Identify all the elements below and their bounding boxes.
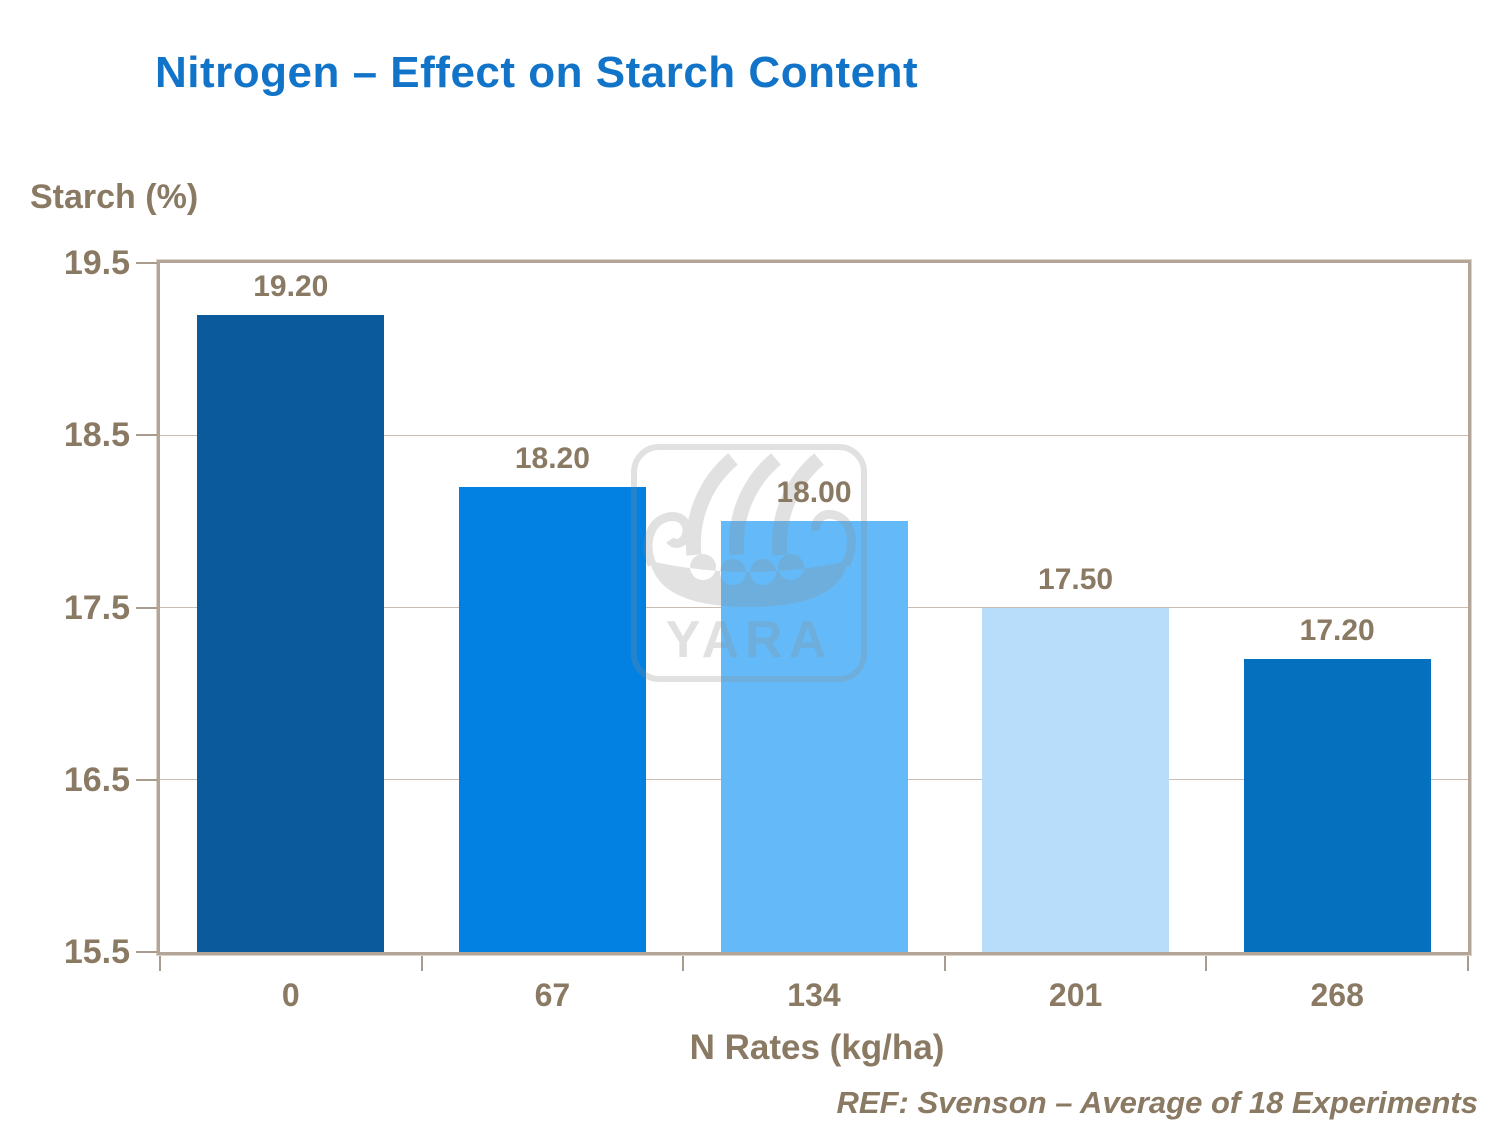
x-tick-mark bbox=[1467, 956, 1469, 971]
y-tick-mark bbox=[136, 606, 157, 609]
y-tick-label: 15.5 bbox=[63, 933, 130, 971]
x-tick-mark bbox=[682, 956, 685, 971]
plot-area: 19.20 18.20 18.00 17.50 17.20 bbox=[157, 260, 1471, 955]
bar bbox=[197, 314, 385, 952]
bar bbox=[458, 486, 646, 952]
x-category-label: 134 bbox=[787, 977, 841, 1013]
bar-value-label: 18.00 bbox=[776, 476, 852, 510]
x-axis-title: N Rates (kg/ha) bbox=[689, 1028, 945, 1067]
x-category-label: 67 bbox=[534, 977, 571, 1013]
bar-value-label: 19.20 bbox=[253, 269, 329, 303]
x-category-label: 201 bbox=[1048, 977, 1103, 1013]
viking-ship-hull-icon bbox=[650, 554, 848, 607]
gridline bbox=[160, 434, 1468, 436]
ship-dragon-head-icon bbox=[811, 509, 856, 567]
y-tick-label: 16.5 bbox=[63, 760, 130, 799]
chart-title: Nitrogen – Effect on Starch Content bbox=[155, 48, 919, 97]
bar-value-label: 17.20 bbox=[1299, 614, 1375, 648]
y-tick-mark bbox=[136, 262, 157, 264]
y-tick-mark bbox=[136, 951, 157, 953]
bar-value-label: 18.20 bbox=[514, 441, 590, 475]
yara-logo-watermark: YARA bbox=[631, 444, 867, 682]
x-category-label: 0 bbox=[281, 977, 300, 1013]
x-category-label: 268 bbox=[1310, 977, 1364, 1013]
bar bbox=[720, 521, 908, 952]
ship-prow-spiral-icon bbox=[643, 512, 692, 567]
x-tick-mark bbox=[159, 956, 161, 971]
watermark-text: YARA bbox=[666, 611, 833, 669]
x-tick-mark bbox=[420, 956, 423, 971]
bar bbox=[1243, 659, 1431, 952]
bar bbox=[982, 607, 1170, 952]
wind-arcs-icon bbox=[685, 453, 824, 556]
y-tick-label: 18.5 bbox=[63, 416, 130, 455]
bar-value-label: 17.50 bbox=[1038, 562, 1114, 596]
y-tick-label: 19.5 bbox=[63, 244, 130, 282]
reference-note: REF: Svenson – Average of 18 Experiments bbox=[836, 1085, 1478, 1120]
watermark-frame bbox=[631, 444, 867, 682]
y-axis-title: Starch (%) bbox=[30, 178, 199, 216]
y-tick-mark bbox=[136, 434, 157, 437]
x-tick-mark bbox=[943, 956, 946, 971]
x-tick-mark bbox=[1205, 956, 1208, 971]
y-tick-label: 17.5 bbox=[63, 588, 130, 627]
y-tick-mark bbox=[136, 778, 157, 781]
